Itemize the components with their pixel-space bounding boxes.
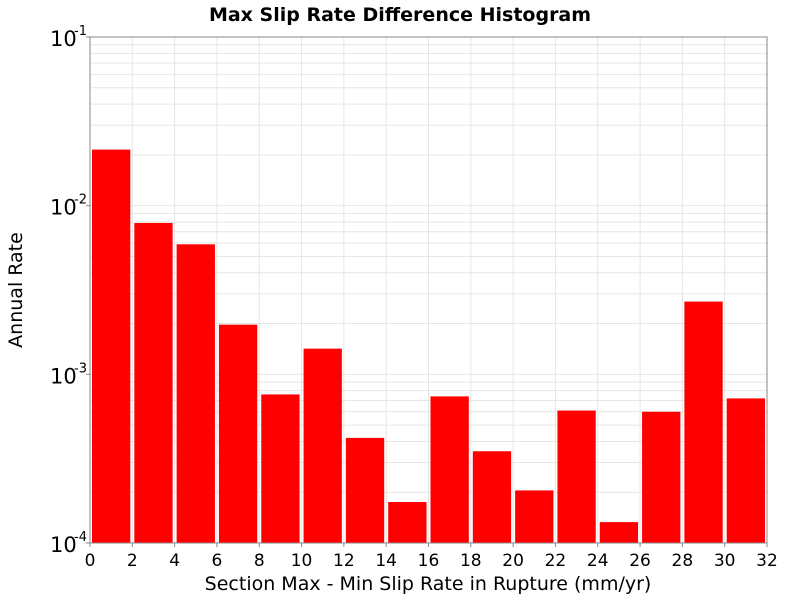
x-tick-label: 8 bbox=[254, 551, 265, 571]
x-tick-label: 6 bbox=[212, 551, 223, 571]
y-axis-label: Annual Rate bbox=[5, 232, 27, 348]
x-axis-ticks: 0 2 4 6 8 10 12 14 16 18 20 22 24 26 28 30 32 bbox=[85, 543, 778, 571]
y-tick-label: 10 bbox=[50, 196, 77, 220]
x-tick-label: 18 bbox=[460, 551, 482, 571]
x-tick-label: 2 bbox=[127, 551, 138, 571]
histogram-bar bbox=[134, 222, 173, 543]
x-tick-label: 22 bbox=[545, 551, 567, 571]
y-tick-label: 10 bbox=[50, 533, 77, 557]
y-tick-exponent: -3 bbox=[74, 361, 87, 376]
x-tick-label: 30 bbox=[714, 551, 736, 571]
histogram-bar bbox=[92, 149, 131, 543]
histogram-bar bbox=[515, 490, 554, 543]
x-tick-label: 4 bbox=[169, 551, 180, 571]
histogram-bar bbox=[430, 396, 469, 543]
x-tick-label: 14 bbox=[375, 551, 397, 571]
histogram-bar bbox=[557, 410, 596, 543]
histogram-bar bbox=[388, 502, 427, 543]
x-axis-label: Section Max - Min Slip Rate in Rupture (… bbox=[205, 573, 652, 595]
histogram-bar bbox=[218, 324, 258, 543]
histogram-bar bbox=[599, 522, 639, 543]
y-axis-ticks: 10-410-310-210-1 bbox=[50, 24, 90, 557]
x-tick-label: 12 bbox=[333, 551, 355, 571]
x-tick-label: 16 bbox=[418, 551, 440, 571]
x-tick-label: 24 bbox=[587, 551, 609, 571]
histogram-bar bbox=[642, 411, 681, 543]
y-tick-exponent: -2 bbox=[74, 193, 87, 208]
histogram-bar bbox=[303, 348, 342, 543]
x-tick-label: 28 bbox=[672, 551, 694, 571]
histogram-bar bbox=[176, 244, 215, 544]
x-tick-label: 10 bbox=[291, 551, 313, 571]
histogram-bar bbox=[345, 437, 385, 543]
x-tick-label: 26 bbox=[629, 551, 651, 571]
x-tick-label: 0 bbox=[85, 551, 96, 571]
chart-title: Max Slip Rate Difference Histogram bbox=[209, 4, 591, 26]
x-tick-label: 20 bbox=[502, 551, 524, 571]
bars bbox=[92, 149, 765, 544]
histogram-bar bbox=[472, 451, 512, 543]
y-tick-label: 10 bbox=[50, 364, 77, 388]
histogram-bar bbox=[726, 398, 765, 543]
x-tick-label: 32 bbox=[756, 551, 778, 571]
histogram-bar bbox=[261, 394, 300, 543]
y-tick-exponent: -1 bbox=[74, 24, 87, 39]
histogram-bar bbox=[684, 301, 723, 543]
y-tick-label: 10 bbox=[50, 27, 77, 51]
y-tick-exponent: -4 bbox=[74, 530, 87, 545]
